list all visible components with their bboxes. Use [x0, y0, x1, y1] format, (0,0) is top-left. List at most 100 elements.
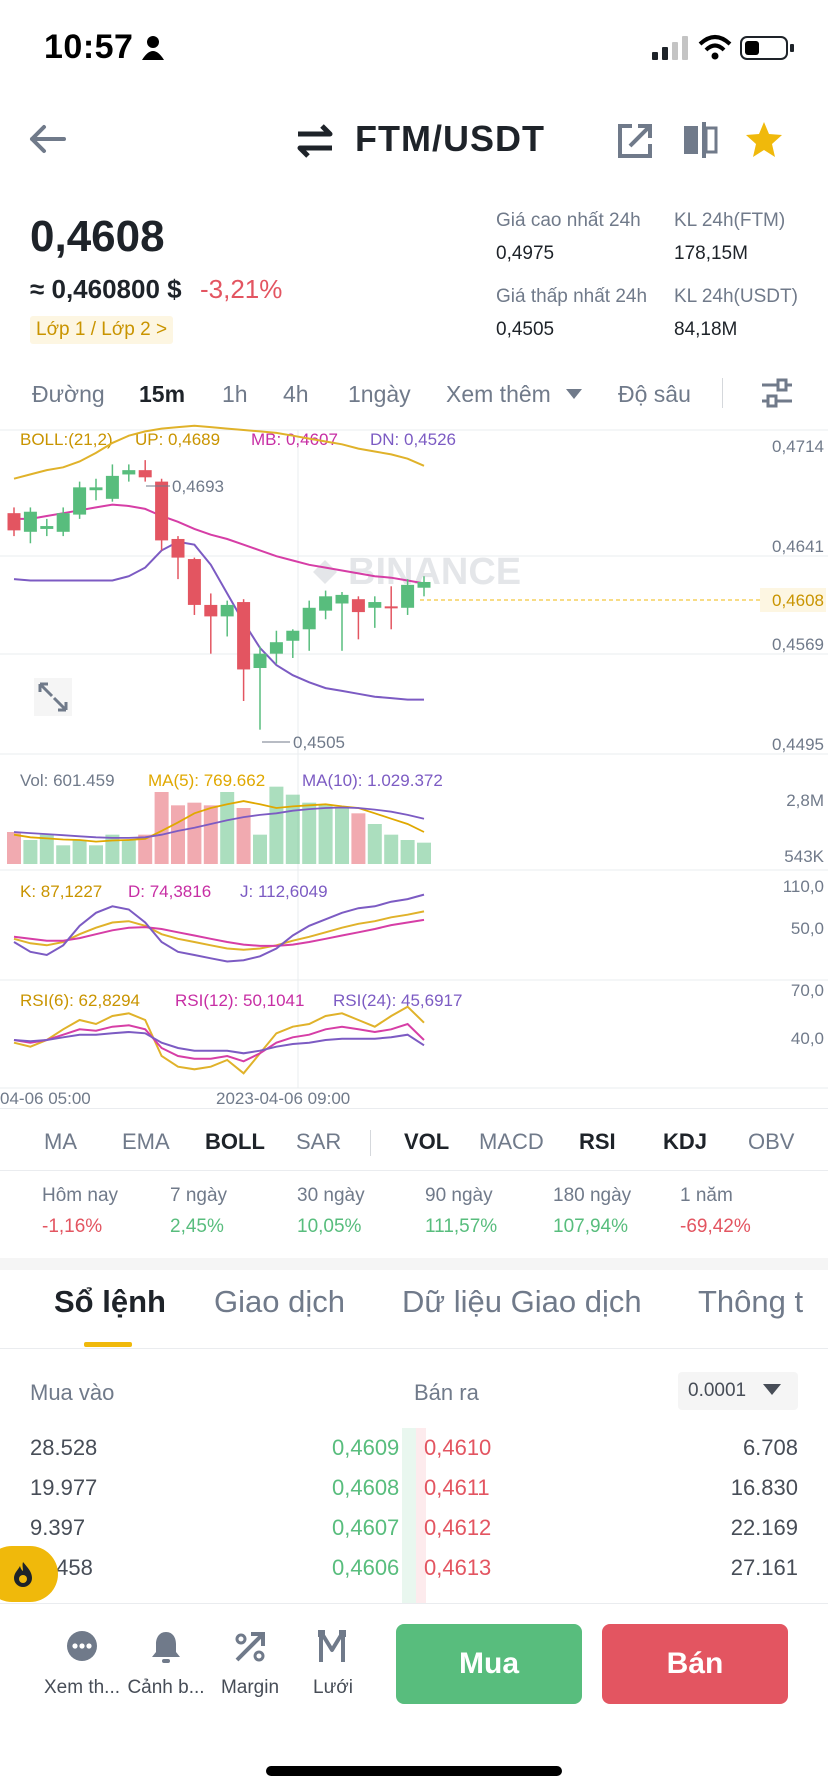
volume-bar — [367, 824, 382, 864]
current-price-tag-bg — [760, 588, 826, 612]
floating-promo-button[interactable] — [0, 1546, 58, 1602]
candle-body — [56, 513, 70, 532]
chart-layout-icon[interactable] — [682, 120, 718, 160]
ask-qty[interactable]: 16.830 — [730, 1475, 798, 1500]
candle-body — [122, 470, 136, 475]
ind-sar[interactable]: SAR — [296, 1129, 342, 1154]
price-axis-label: 0,4641 — [772, 537, 824, 556]
tf-more[interactable]: Xem thêm — [446, 381, 551, 407]
ind-obv[interactable]: OBV — [748, 1129, 795, 1154]
grid-bot-icon[interactable] — [317, 1630, 347, 1664]
chart-settings-icon[interactable] — [760, 376, 794, 410]
flame-icon — [14, 1562, 32, 1587]
tab-info[interactable]: Thông t — [698, 1284, 804, 1319]
ask-price[interactable]: 0,4610 — [424, 1435, 492, 1460]
active-tab-indicator — [84, 1342, 132, 1347]
more-dots-icon[interactable] — [66, 1630, 98, 1662]
buy-button[interactable]: Mua — [396, 1624, 582, 1704]
caret-down-icon — [763, 1384, 781, 1395]
favorite-star-icon[interactable] — [744, 120, 784, 158]
ind-vol[interactable]: VOL — [404, 1129, 450, 1154]
rsi24-line — [13, 1030, 425, 1055]
volume-bar — [285, 794, 300, 864]
rsi-axis-label: 70,0 — [791, 981, 824, 1000]
tf-1day[interactable]: 1ngày — [348, 381, 411, 407]
volume-bar — [384, 834, 399, 864]
ind-ema[interactable]: EMA — [122, 1129, 170, 1154]
candle-body — [319, 596, 333, 611]
nav-alert-label[interactable]: Cảnh b... — [127, 1677, 205, 1698]
tf-1h[interactable]: 1h — [222, 381, 248, 407]
margin-icon[interactable] — [233, 1630, 267, 1664]
nav-grid-label[interactable]: Lưới — [313, 1677, 353, 1698]
candle-body — [73, 487, 87, 515]
volume-bar — [23, 840, 38, 864]
ind-macd[interactable]: MACD — [479, 1129, 544, 1154]
tf-15m[interactable]: 15m — [139, 381, 186, 407]
ind-boll[interactable]: BOLL — [205, 1129, 265, 1154]
tf-4h[interactable]: 4h — [283, 381, 309, 407]
vol-ftm-value: 178,15M — [674, 243, 748, 264]
tab-trade-data[interactable]: Dữ liệu Giao dịch — [402, 1284, 642, 1319]
expand-icon[interactable] — [34, 678, 72, 716]
high-24h-label: Giá cao nhất 24h — [496, 210, 641, 231]
volume-bar — [39, 834, 54, 864]
volume-bar — [253, 834, 267, 864]
precision-select[interactable]: 0.0001 — [678, 1372, 798, 1410]
low-marker: 0,4505 — [293, 733, 345, 752]
volume-bar — [89, 845, 103, 864]
vol-ma5-label: MA(5): 769.662 — [148, 771, 265, 790]
nav-more-label[interactable]: Xem th... — [43, 1677, 121, 1698]
person-icon — [142, 36, 164, 60]
low-24h-label: Giá thấp nhất 24h — [496, 286, 648, 307]
volume-bar — [400, 840, 415, 864]
volume-bar — [417, 842, 431, 864]
candle-body — [187, 559, 201, 605]
pair-title[interactable]: FTM/USDT — [355, 118, 545, 159]
vol-axis-label: 543K — [784, 847, 824, 866]
divider — [722, 378, 723, 408]
bid-price[interactable]: 0,4608 — [332, 1475, 400, 1500]
ind-ma[interactable]: MA — [44, 1129, 77, 1154]
bid-qty[interactable]: 9.397 — [30, 1515, 86, 1540]
price-change-percent: -3,21% — [200, 274, 283, 304]
divider — [0, 1603, 828, 1604]
rsi6-label: RSI(6): 62,8294 — [20, 991, 140, 1010]
ask-price[interactable]: 0,4611 — [424, 1475, 490, 1500]
share-icon[interactable] — [616, 122, 654, 160]
swap-arrows-icon[interactable] — [294, 124, 336, 158]
bid-qty[interactable]: 19.977 — [30, 1475, 98, 1500]
price-chart[interactable]: BINANCE BOLL:(21,2) UP: 0,4689 MB: 0,460… — [0, 420, 828, 1110]
perf-label-7d: 7 ngày — [170, 1185, 228, 1206]
bid-price[interactable]: 0,4606 — [332, 1555, 400, 1580]
layer-badge[interactable]: Lớp 1 / Lớp 2 > — [30, 316, 174, 344]
kdj-k-label: K: 87,1227 — [20, 882, 102, 901]
ind-rsi[interactable]: RSI — [579, 1129, 616, 1154]
perf-label-30d: 30 ngày — [297, 1185, 365, 1206]
perf-value-1y: -69,42% — [680, 1216, 751, 1237]
candle-body — [302, 607, 316, 630]
sell-button[interactable]: Bán — [602, 1624, 788, 1704]
ask-price[interactable]: 0,4612 — [424, 1515, 492, 1540]
ask-qty[interactable]: 27.161 — [730, 1555, 798, 1580]
bell-icon[interactable] — [150, 1630, 182, 1664]
volume-bar — [105, 834, 120, 864]
divider — [0, 1170, 828, 1171]
candle-body — [7, 513, 21, 531]
nav-margin-label[interactable]: Margin — [220, 1677, 280, 1698]
bid-price[interactable]: 0,4607 — [332, 1515, 400, 1540]
bid-qty[interactable]: 28.528 — [30, 1435, 98, 1460]
ind-kdj[interactable]: KDJ — [663, 1129, 708, 1154]
volume-bar — [351, 813, 366, 864]
back-arrow-icon[interactable] — [28, 122, 68, 156]
ask-depth-bar — [416, 1428, 426, 1603]
tf-line[interactable]: Đường — [32, 381, 105, 407]
ask-qty[interactable]: 22.169 — [730, 1515, 798, 1540]
time-axis-label: 2023-04-06 09:00 — [216, 1089, 350, 1108]
bid-price[interactable]: 0,4609 — [332, 1435, 400, 1460]
tf-depth[interactable]: Độ sâu — [618, 381, 691, 407]
tab-trades[interactable]: Giao dịch — [214, 1284, 345, 1319]
ask-price[interactable]: 0,4613 — [424, 1555, 492, 1580]
ask-qty[interactable]: 6.708 — [742, 1435, 798, 1460]
tab-order-book[interactable]: Sổ lệnh — [54, 1284, 166, 1319]
